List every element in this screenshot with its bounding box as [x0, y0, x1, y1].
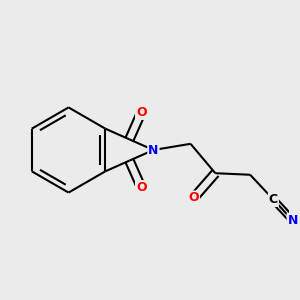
Text: C: C: [269, 193, 278, 206]
Text: O: O: [188, 191, 199, 205]
Text: N: N: [287, 214, 298, 227]
Text: O: O: [136, 106, 147, 119]
Text: O: O: [136, 181, 147, 194]
Text: N: N: [148, 143, 159, 157]
